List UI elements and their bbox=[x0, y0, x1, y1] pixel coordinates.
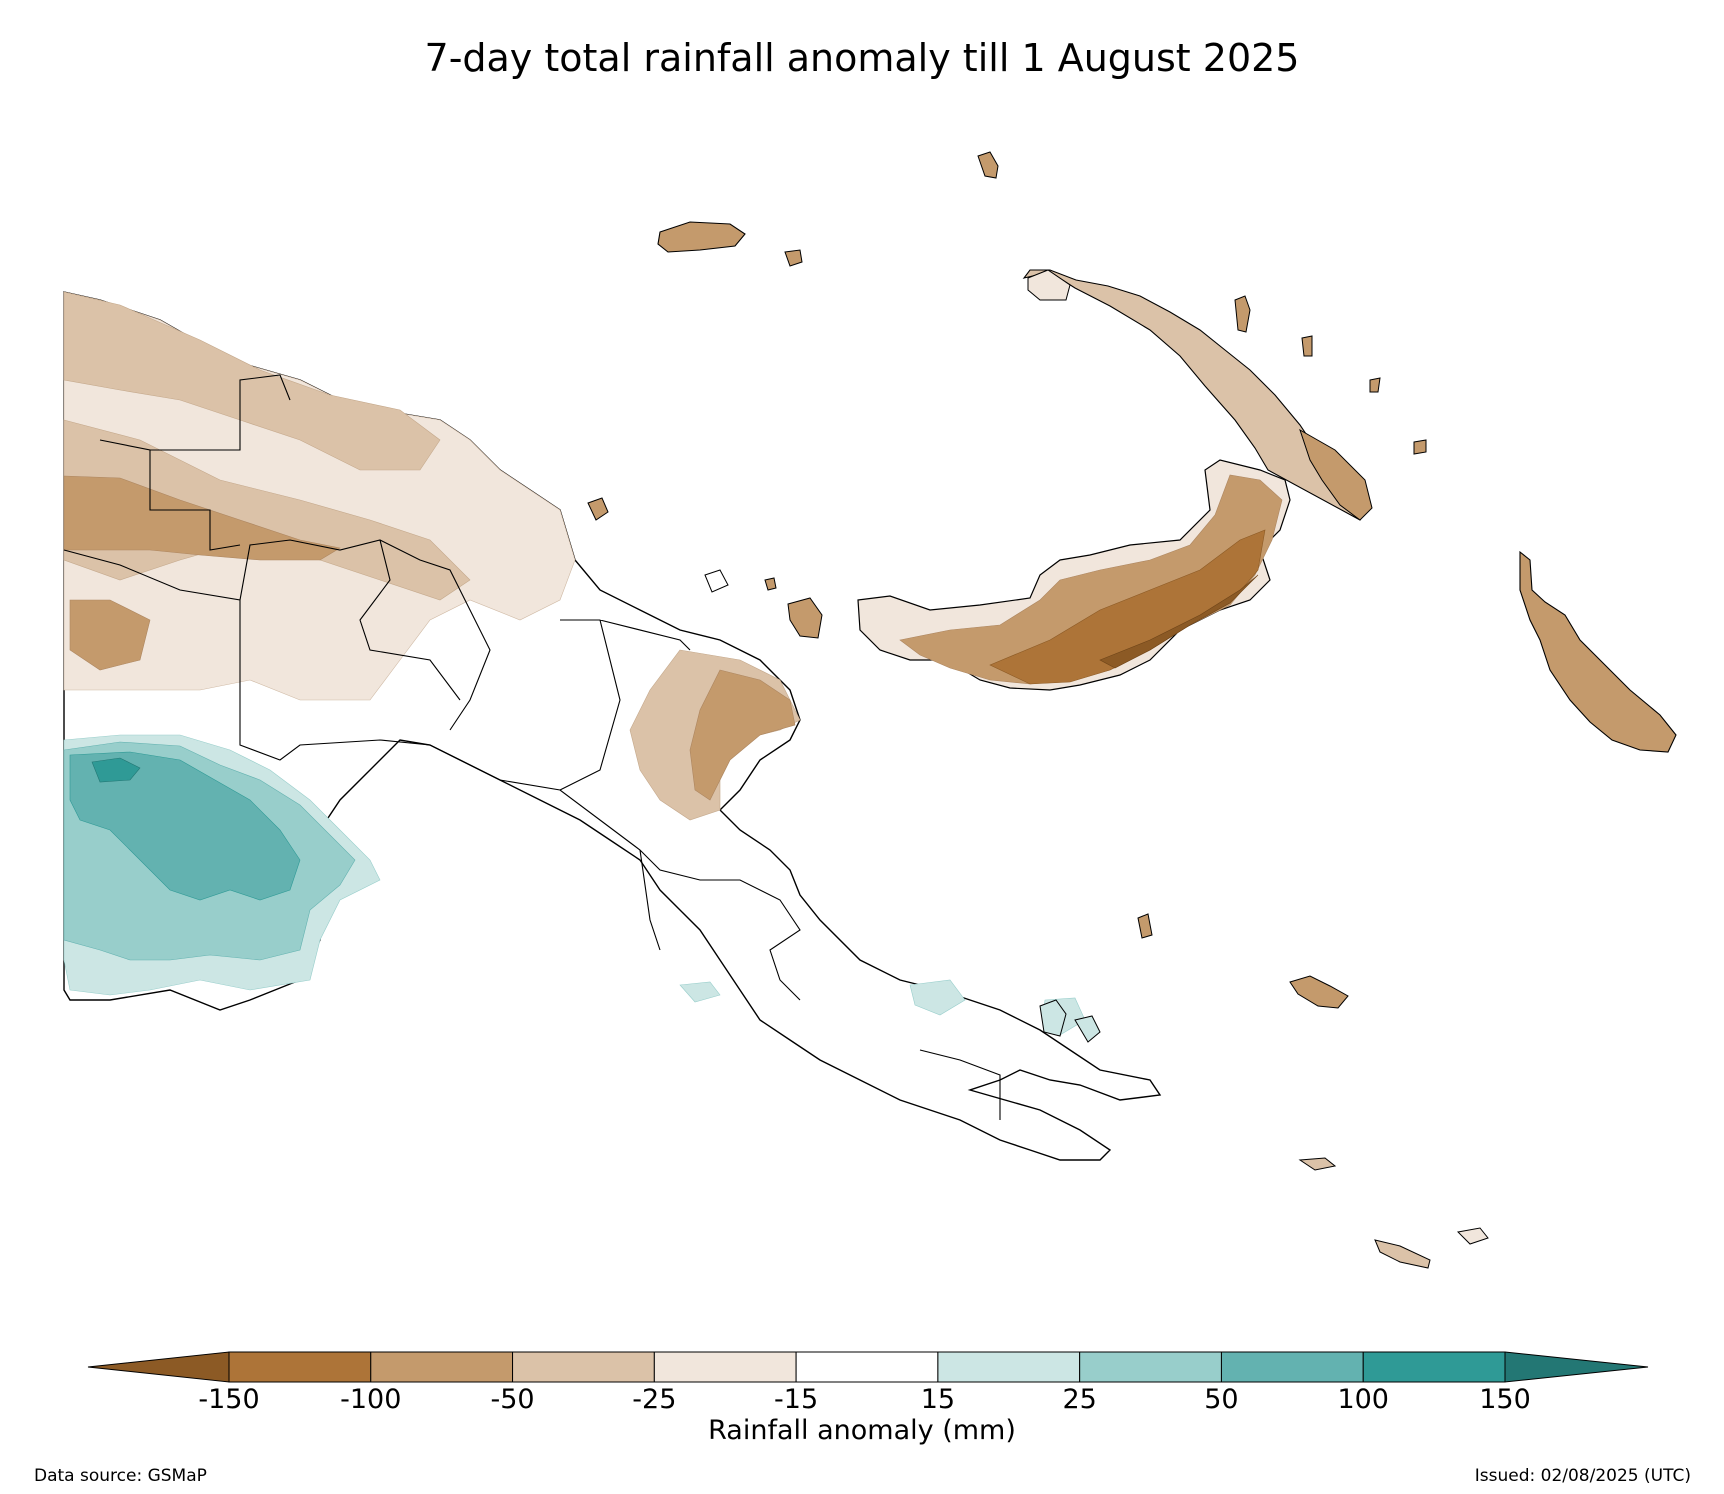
colorbar-tick-label: 25 bbox=[1062, 1384, 1097, 1415]
colorbar-tick-label: 50 bbox=[1204, 1384, 1239, 1415]
colorbar-tick-label: 150 bbox=[1479, 1384, 1531, 1415]
island-new-ireland bbox=[1022, 269, 1369, 521]
colorbar-bin bbox=[512, 1351, 655, 1383]
island-misima bbox=[1298, 1157, 1337, 1171]
island-new-britain-mid bbox=[899, 474, 1283, 685]
island-manus-east bbox=[784, 249, 803, 267]
mainland bbox=[63, 291, 1162, 1161]
colorbar-tick-label: -25 bbox=[632, 1384, 677, 1415]
island-sudest bbox=[1374, 1239, 1431, 1269]
island-new-hanover bbox=[1027, 269, 1071, 301]
anomaly-east-peninsula-dark bbox=[689, 669, 796, 801]
island-fergusson bbox=[1074, 1015, 1101, 1043]
colorbar bbox=[87, 1351, 1649, 1383]
island-new-britain-darkest bbox=[1099, 574, 1259, 669]
colorbar-bin bbox=[1362, 1351, 1506, 1383]
colorbar-bin bbox=[795, 1351, 939, 1383]
island-new-ireland-south bbox=[1299, 428, 1373, 521]
island-goodenough bbox=[1039, 999, 1067, 1037]
island-long bbox=[704, 569, 729, 593]
province-borders bbox=[63, 374, 1001, 1120]
island-umboi bbox=[787, 597, 823, 639]
colorbar-bin bbox=[1220, 1351, 1364, 1383]
island-rossel bbox=[1456, 1227, 1489, 1245]
colorbar-bin bbox=[937, 1351, 1081, 1383]
colorbar-bin bbox=[1079, 1351, 1222, 1383]
colorbar-bin bbox=[370, 1351, 514, 1383]
map-title: 7-day total rainfall anomaly till 1 Augu… bbox=[424, 36, 1300, 80]
island-small-east-4 bbox=[1413, 439, 1427, 455]
island-small-east-2 bbox=[1301, 335, 1313, 357]
colorbar-tick-label: -15 bbox=[774, 1384, 819, 1415]
island-misc-1 bbox=[764, 577, 777, 591]
island-mussau bbox=[977, 151, 999, 179]
anomaly-patch-south-3 bbox=[679, 981, 721, 1003]
island-karkar bbox=[587, 497, 609, 521]
colorbar-tick-label: -50 bbox=[490, 1384, 535, 1415]
anomaly-southwest-strong bbox=[69, 751, 301, 901]
island-small-east-3 bbox=[1369, 377, 1381, 393]
island-trobriand bbox=[1137, 913, 1153, 939]
anomaly-patch-south-1 bbox=[909, 979, 966, 1016]
issued-date-note: Issued: 02/08/2025 (UTC) bbox=[1474, 1466, 1691, 1486]
islands bbox=[587, 151, 1677, 1269]
island-bougainville bbox=[1519, 550, 1677, 753]
data-source-note: Data source: GSMaP bbox=[34, 1466, 207, 1486]
island-small-east bbox=[1234, 295, 1251, 333]
colorbar-label: Rainfall anomaly (mm) bbox=[708, 1415, 1016, 1446]
colorbar-bin bbox=[228, 1351, 372, 1383]
island-woodlark bbox=[1289, 975, 1349, 1009]
colorbar-extend-low bbox=[87, 1351, 230, 1383]
island-new-britain-dark bbox=[989, 529, 1266, 685]
island-manus bbox=[657, 221, 746, 253]
colorbar-tick-label: -100 bbox=[340, 1384, 402, 1415]
colorbar-tick-label: -150 bbox=[198, 1384, 260, 1415]
colorbar-bin bbox=[653, 1351, 797, 1383]
anomaly-southwest-peak bbox=[91, 757, 141, 783]
colorbar-tick-label: 15 bbox=[920, 1384, 956, 1415]
colorbar-extend-high bbox=[1504, 1351, 1649, 1383]
colorbar-tick-label: 100 bbox=[1337, 1384, 1389, 1415]
anomaly-band-north-dark bbox=[63, 475, 341, 671]
